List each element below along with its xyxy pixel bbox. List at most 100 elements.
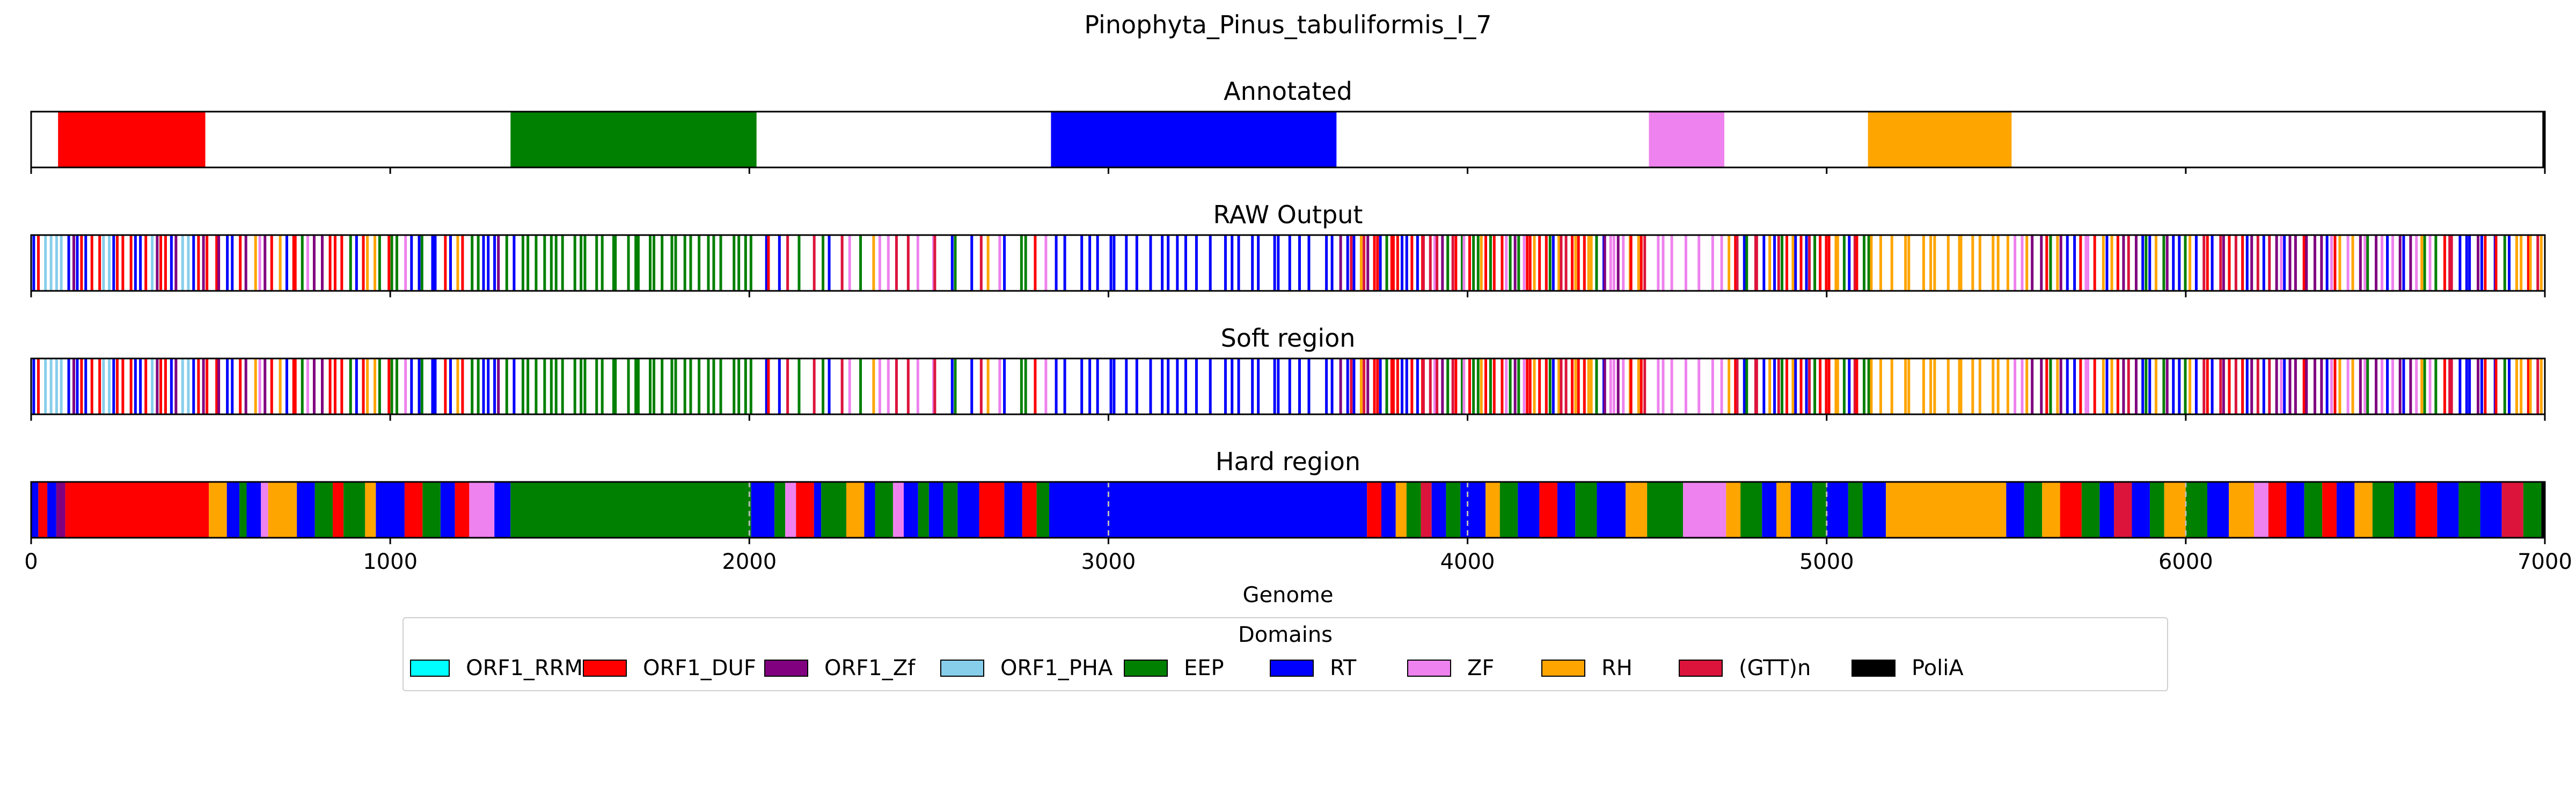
hit-ORF1_DUF [1410, 235, 1414, 291]
hit-ORF1_DUF [2116, 235, 2119, 291]
hit-(GTT)n [1564, 235, 1568, 291]
hit-RH [1958, 358, 1961, 414]
segment-RT [1826, 482, 1848, 538]
hit-ORF1_DUF [1827, 235, 1831, 291]
hit-ORF1_DUF [2333, 358, 2337, 414]
hit-EEP [698, 358, 701, 414]
segment-RT [1597, 482, 1626, 538]
hit-RT [1224, 235, 1227, 291]
hit-RH [2154, 235, 2157, 291]
hit-RT [84, 358, 87, 414]
legend-swatch [1851, 660, 1896, 677]
hit-(GTT)n [2202, 235, 2206, 291]
segment-EEP [1848, 482, 1863, 538]
hit-RT [1251, 235, 1254, 291]
hit-RH [1768, 235, 1772, 291]
hit-ORF1_DUF [90, 358, 93, 414]
hit-ZF [1670, 358, 1673, 414]
hit-EEP [561, 358, 564, 414]
segment-RT [1431, 482, 1446, 538]
hit-RT [778, 358, 781, 414]
hit-RH [2025, 358, 2029, 414]
hit-ORF1_DUF [1396, 235, 1399, 291]
hit-EEP [2162, 235, 2165, 291]
hit-ORF1_DUF [2527, 358, 2530, 414]
segment-EEP [510, 482, 751, 538]
hit-ORF1_DUF [1855, 358, 1858, 414]
hit-ORF1_DUF [144, 235, 148, 291]
hit-RT [1088, 235, 1092, 291]
hit-EEP [2434, 358, 2438, 414]
hit-RH [2529, 235, 2532, 291]
segment-RT [2437, 482, 2459, 538]
hit-RT [1416, 235, 1419, 291]
hit-ORF1_DUF [1571, 358, 1574, 414]
hit-(GTT)n [1429, 235, 1432, 291]
hit-EEP [674, 235, 677, 291]
hit-RH [1590, 358, 1593, 414]
segment-ORF1_DUF [333, 482, 344, 538]
hit-ORF1_PHA [44, 358, 47, 414]
hit-ORF1_Zf [2294, 235, 2297, 291]
hit-RT [1161, 358, 1164, 414]
hit-(GTT)n [2448, 358, 2451, 414]
hit-RT [76, 358, 79, 414]
segment-ZF [785, 482, 796, 538]
hit-EEP [634, 235, 638, 291]
hit-RH [2006, 358, 2009, 414]
hit-RH [2154, 358, 2157, 414]
hit-ORF1_DUF [328, 235, 332, 291]
hit-(GTT)n [1807, 235, 1811, 291]
hit-ORF1_DUF [1577, 235, 1580, 291]
hit-RT [1288, 235, 1291, 291]
hit-RH [1922, 358, 1925, 414]
hit-ORF1_Zf [2305, 358, 2308, 414]
hit-RT [1298, 358, 1301, 414]
hit-ORF1_DUF [1545, 358, 1548, 414]
segment-EEP [2523, 482, 2542, 538]
hit-(GTT)n [933, 235, 936, 291]
hit-RH [2515, 358, 2519, 414]
segment-ORF1_DUF [2060, 482, 2082, 538]
hit-(GTT)n [786, 235, 789, 291]
hit-EEP [1745, 235, 1748, 291]
hit-RH [1978, 235, 1981, 291]
hit-ZF [1523, 358, 1526, 414]
hit-ORF1_Zf [2477, 358, 2480, 414]
legend-swatch [410, 660, 450, 677]
segment-EEP [2304, 482, 2323, 538]
segment-(GTT)n [2114, 482, 2132, 538]
hit-RT [2480, 358, 2483, 414]
hit-RT [449, 235, 452, 291]
hit-EEP [670, 358, 674, 414]
hit-EEP [749, 235, 752, 291]
hit-RT [139, 235, 142, 291]
hit-RH [2102, 358, 2105, 414]
hit-RT [1330, 358, 1334, 414]
hit-ORF1_DUF [1484, 235, 1488, 291]
hit-RT [2211, 358, 2214, 414]
segment-RT [1762, 482, 1777, 538]
hit-RT [2066, 358, 2069, 414]
hit-RH [1890, 235, 1893, 291]
hit-ORF1_Zf [2409, 358, 2412, 414]
hit-ORF1_Zf [2320, 358, 2323, 414]
hit-RT [1184, 358, 1187, 414]
hit-RT [2105, 358, 2109, 414]
hit-EEP [573, 235, 576, 291]
hit-RT [1209, 358, 1212, 414]
hit-RT [1224, 358, 1227, 414]
hit-ORF1_DUF [1376, 235, 1379, 291]
hit-EEP [707, 235, 710, 291]
hit-RT [1113, 358, 1116, 414]
hit-ORF1_DUF [333, 358, 336, 414]
segment-ORF1_Zf [56, 482, 65, 538]
hit-ORF1_DUF [1785, 235, 1789, 291]
hit-ZF [1684, 358, 1687, 414]
hit-ORF1_Zf [312, 235, 316, 291]
hit-EEP [349, 235, 352, 291]
hit-EEP [670, 235, 674, 291]
hit-RT [2211, 235, 2214, 291]
hit-ZF [1711, 358, 1714, 414]
hit-ZF [1612, 235, 1615, 291]
